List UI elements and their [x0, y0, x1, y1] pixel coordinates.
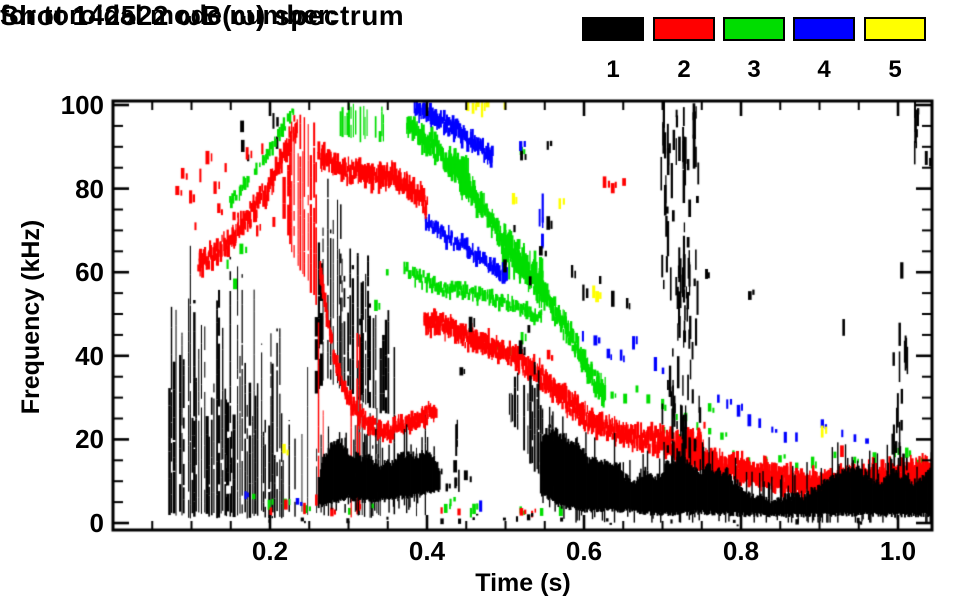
chart-subtitle: for toroidal mode number:: [0, 0, 338, 30]
y-tick-label: 80: [75, 173, 104, 204]
chart-title: Shot 142522 ωB(ω) spectrum: [0, 0, 405, 31]
legend-label-mode-5: 5: [888, 56, 902, 83]
y-tick-label: 40: [75, 340, 104, 371]
y-tick-label: 20: [75, 424, 104, 455]
legend-label-mode-3: 3: [747, 56, 761, 83]
legend-label-mode-4: 4: [817, 56, 831, 83]
y-tick-label: 100: [60, 90, 104, 120]
legend-label-mode-1: 1: [606, 56, 620, 83]
x-tick-label: 1.0: [879, 536, 917, 566]
x-tick-label: 0.2: [251, 536, 289, 566]
x-tick-label: 0.8: [722, 536, 760, 566]
legend-label-mode-2: 2: [677, 56, 691, 83]
legend-swatch-mode-5: [864, 17, 926, 41]
x-tick-label: 0.6: [565, 536, 603, 566]
y-tick-label: 0: [89, 508, 104, 539]
x-tick-label: 0.4: [408, 536, 446, 566]
x-axis-title: Time (s): [475, 569, 571, 597]
y-axis-title: Frequency (kHz): [17, 219, 45, 415]
legend-swatch-mode-4: [793, 17, 855, 41]
legend-swatch-mode-2: [653, 17, 715, 41]
legend-swatch-mode-3: [723, 17, 785, 41]
y-tick-label: 60: [75, 257, 104, 288]
legend-swatch-mode-1: [582, 17, 644, 41]
